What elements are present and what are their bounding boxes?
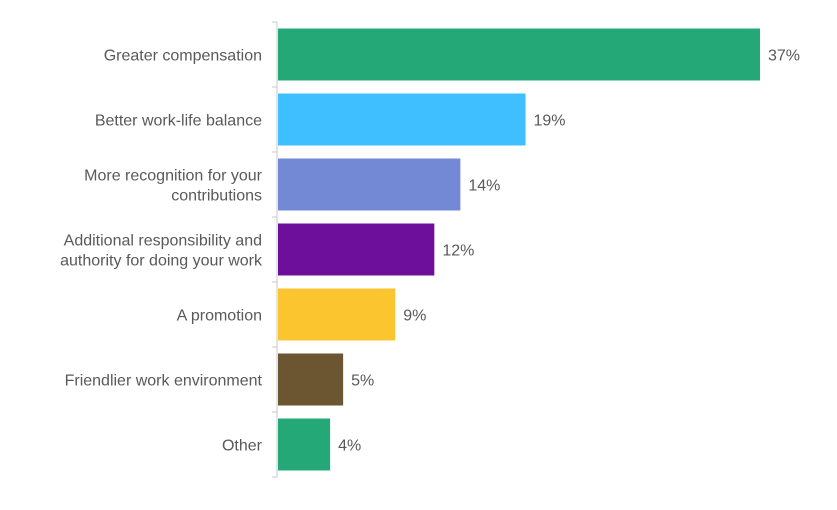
bar bbox=[278, 288, 396, 341]
category-label: Additional responsibility and authority f… bbox=[60, 233, 263, 270]
data-label: 5% bbox=[351, 373, 374, 390]
data-label: 4% bbox=[338, 438, 361, 455]
data-label: 14% bbox=[468, 178, 500, 195]
data-label: 12% bbox=[442, 243, 474, 260]
bar bbox=[278, 223, 435, 276]
bar bbox=[278, 28, 760, 81]
category-label: Other bbox=[222, 438, 263, 455]
bar bbox=[278, 353, 344, 406]
category-label: Better work-life balance bbox=[95, 113, 262, 130]
category-label: A promotion bbox=[177, 308, 262, 325]
data-label: 19% bbox=[534, 113, 566, 130]
category-label: More recognition for your contributions bbox=[84, 168, 263, 205]
data-label: 9% bbox=[403, 308, 426, 325]
bar bbox=[278, 158, 461, 211]
bar bbox=[278, 93, 526, 146]
category-label: Greater compensation bbox=[104, 48, 262, 65]
bar bbox=[278, 418, 331, 471]
category-label: Friendlier work environment bbox=[65, 373, 263, 390]
data-label: 37% bbox=[768, 48, 800, 65]
